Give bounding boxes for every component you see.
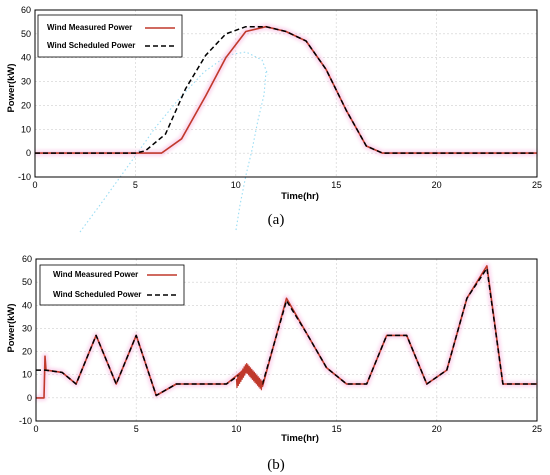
y-axis-label-a: Power(kW)	[6, 63, 17, 112]
x-tick-label: 10	[231, 180, 241, 190]
legend-label-measured-b: Wind Measured Power	[53, 270, 138, 279]
y-tick-label: 10	[22, 370, 32, 380]
x-tick-label: 25	[532, 180, 542, 190]
series-noise-measured	[235, 362, 263, 391]
x-tick-label: 15	[331, 180, 341, 190]
y-axis-label-b: Power(kW)	[6, 303, 17, 352]
y-tick-label: 50	[22, 277, 32, 287]
x-tick-label: 20	[432, 424, 442, 434]
y-tick-label: 50	[21, 29, 31, 39]
x-tick-label: 5	[133, 180, 138, 190]
x-tick-label: 20	[432, 180, 442, 190]
legend-box-b	[39, 264, 185, 306]
x-axis-label-b: Time(hr)	[281, 433, 319, 444]
x-tick-label: 10	[231, 424, 241, 434]
series-lines-a	[35, 23, 537, 157]
x-tick-label: 5	[134, 424, 139, 434]
y-tick-label: 20	[22, 347, 32, 357]
series-line-scheduled	[35, 25, 537, 154]
y-tick-label: 10	[21, 124, 31, 134]
plot-frame-b	[35, 258, 538, 422]
artifact-trace	[235, 71, 267, 231]
panel-label-a: (a)	[268, 212, 285, 228]
y-tick-label: 0	[27, 393, 32, 403]
x-axis-label-a: Time(hr)	[281, 191, 319, 202]
y-tick-label: 20	[21, 100, 31, 110]
y-tick-label: -10	[18, 172, 31, 182]
legend-label-measured-a: Wind Measured Power	[47, 23, 132, 32]
artifact-traces-a	[79, 51, 269, 233]
legend-label-scheduled-a: Wind Scheduled Power	[47, 41, 135, 50]
y-tick-label: 30	[21, 77, 31, 87]
legend-a: Wind Measured Power Wind Scheduled Power	[37, 14, 183, 58]
y-tick-label: 30	[22, 323, 32, 333]
y-tick-label: 60	[22, 254, 32, 264]
panel-label-b: (b)	[267, 457, 285, 473]
plot-frame-a	[34, 9, 538, 178]
x-tick-label: 25	[532, 424, 542, 434]
y-tick-label: 60	[21, 5, 31, 15]
series-lines-b	[36, 262, 537, 401]
y-tick-label: -10	[19, 416, 32, 426]
x-tick-label: 15	[332, 424, 342, 434]
y-tick-label: 40	[22, 300, 32, 310]
legend-box-a	[37, 14, 183, 58]
y-tick-label: 40	[21, 53, 31, 63]
y-tick-label: 0	[26, 148, 31, 158]
legend-label-scheduled-b: Wind Scheduled Power	[53, 290, 141, 299]
legend-b: Wind Measured Power Wind Scheduled Power	[39, 264, 185, 306]
artifact-trace	[79, 51, 269, 233]
series-line-scheduled	[36, 267, 537, 397]
x-tick-label: 0	[32, 180, 37, 190]
x-tick-label: 0	[33, 424, 38, 434]
